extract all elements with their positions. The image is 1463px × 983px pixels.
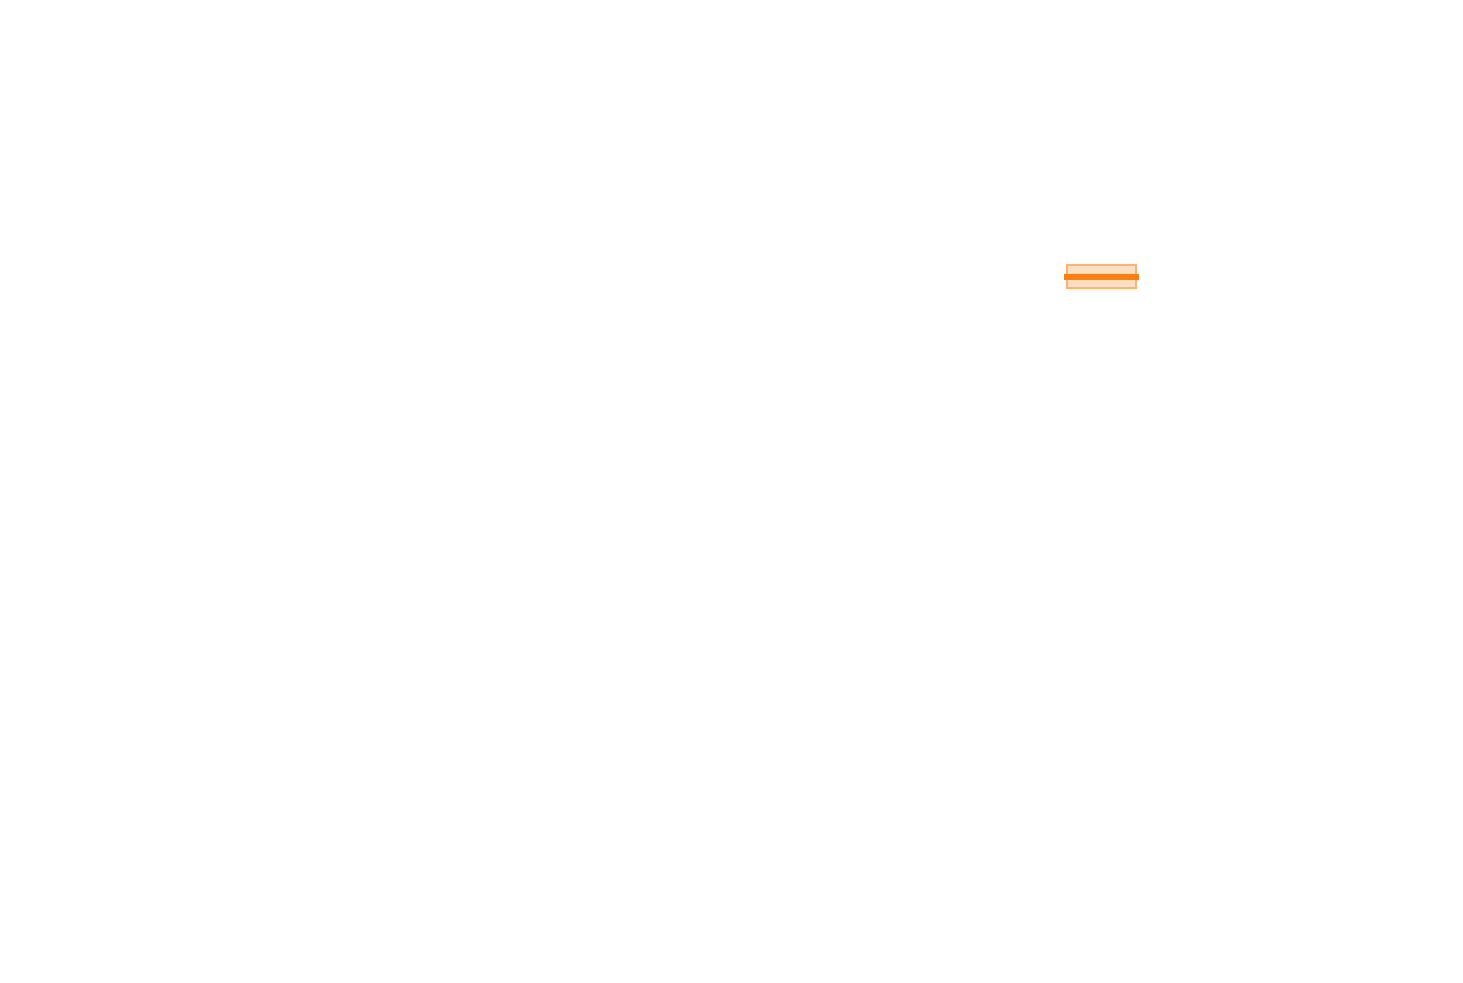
y-axis-label xyxy=(13,518,63,578)
legend-swatch-line xyxy=(1064,274,1139,280)
legend-swatch-band xyxy=(1064,264,1139,289)
